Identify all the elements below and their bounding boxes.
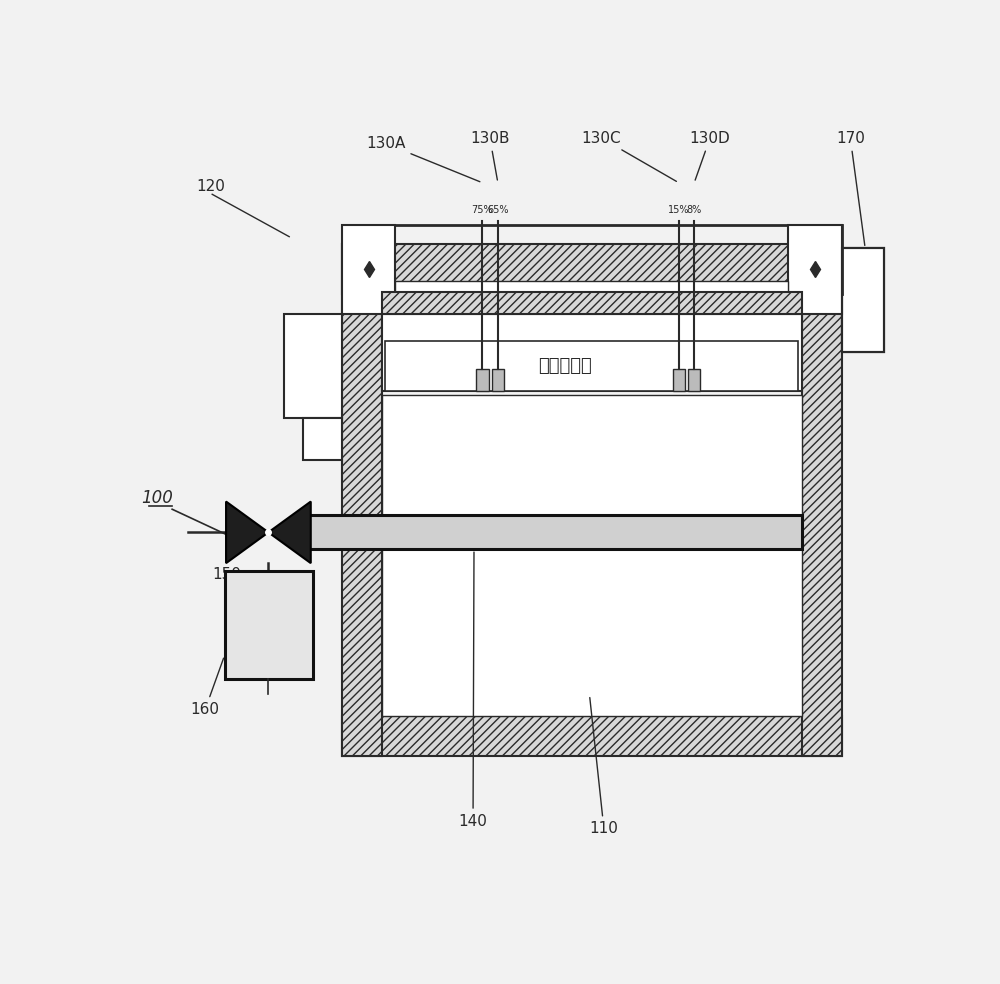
Text: 130B: 130B xyxy=(470,131,510,180)
Bar xyxy=(299,516,802,549)
Bar xyxy=(395,280,788,296)
Bar xyxy=(342,716,842,757)
Bar xyxy=(342,244,842,294)
Text: 130A: 130A xyxy=(366,136,480,182)
Bar xyxy=(802,244,842,757)
Bar xyxy=(382,395,802,716)
Bar xyxy=(688,369,700,391)
Text: 130D: 130D xyxy=(690,131,730,180)
Bar xyxy=(382,292,802,314)
Bar xyxy=(842,248,884,352)
Text: 15%: 15% xyxy=(668,205,690,215)
Text: 110: 110 xyxy=(590,698,618,836)
Text: 150: 150 xyxy=(212,550,241,583)
Bar xyxy=(382,314,802,391)
Text: 160: 160 xyxy=(191,658,224,717)
Bar xyxy=(842,248,884,352)
Bar xyxy=(476,369,489,391)
Bar xyxy=(673,369,685,391)
Text: 75%: 75% xyxy=(472,205,493,215)
Bar xyxy=(788,225,842,314)
Polygon shape xyxy=(226,502,268,563)
Polygon shape xyxy=(268,502,311,563)
Text: 液位传感器: 液位传感器 xyxy=(538,357,592,375)
Bar xyxy=(842,248,884,352)
Bar xyxy=(342,225,842,294)
Bar xyxy=(342,225,395,314)
Text: 170: 170 xyxy=(836,131,865,245)
Bar xyxy=(303,417,342,460)
Text: 65%: 65% xyxy=(487,205,509,215)
Bar xyxy=(284,314,342,417)
Text: 120: 120 xyxy=(197,179,226,194)
Text: 130C: 130C xyxy=(582,131,676,181)
Bar xyxy=(342,244,382,757)
Text: 8%: 8% xyxy=(687,205,702,215)
Bar xyxy=(492,369,504,391)
Text: 100: 100 xyxy=(141,489,173,508)
Bar xyxy=(225,571,313,679)
Bar xyxy=(385,340,798,391)
Text: 140: 140 xyxy=(459,552,487,829)
